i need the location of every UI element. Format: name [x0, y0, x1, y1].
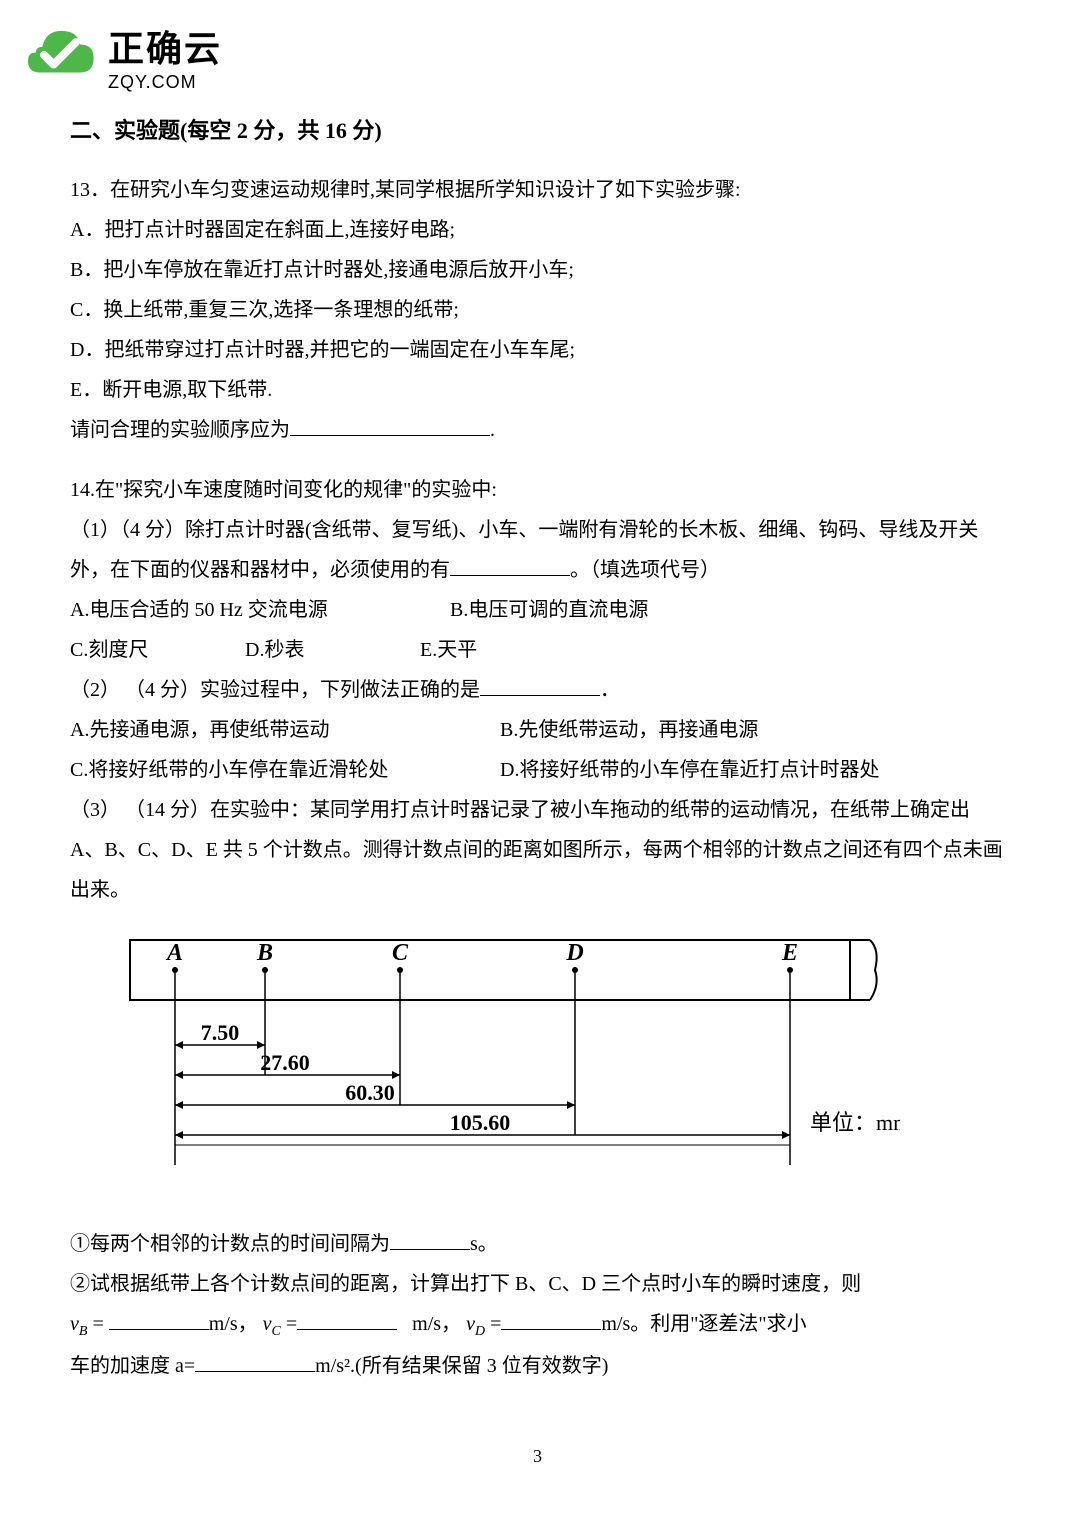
q14-p2-opt-a: A.先接通电源，再使纸带运动 — [70, 710, 500, 750]
section-title: 二、实验题(每空 2 分，共 16 分) — [70, 113, 1005, 145]
q14-p1-blank — [450, 556, 570, 576]
q13-ask: 请问合理的实验顺序应为. — [70, 410, 1005, 450]
q14-p2-opt-c: C.将接好纸带的小车停在靠近滑轮处 — [70, 750, 500, 790]
a-blank — [195, 1352, 315, 1372]
unit2: m/s， — [412, 1313, 461, 1335]
q14-p1-opts-row1: A.电压合适的 50 Hz 交流电源 B.电压可调的直流电源 — [70, 590, 1005, 630]
logo-check-icon — [20, 24, 100, 89]
logo-chinese: 正确云 — [108, 20, 222, 72]
q14-sub1-blank — [390, 1230, 470, 1250]
q13-step-c: C．换上纸带,重复三次,选择一条理想的纸带; — [70, 290, 1005, 330]
q14-p1-opts-row2: C.刻度尺 D.秒表 E.天平 — [70, 630, 1005, 670]
q13-step-a: A．把打点计时器固定在斜面上,连接好电路; — [70, 210, 1005, 250]
eq1: = — [87, 1313, 108, 1335]
q14-p1-opt-a: A.电压合适的 50 Hz 交流电源 — [70, 590, 450, 630]
logo-english: ZQY.COM — [108, 72, 222, 93]
svg-text:105.60: 105.60 — [450, 1110, 511, 1135]
q14-sub1-suffix: s。 — [470, 1233, 498, 1255]
tape-diagram: A B C D E 7.50 27.60 60.30 — [120, 930, 900, 1190]
q14-p1-opt-d: D.秒表 — [245, 630, 415, 670]
q14-p2-opts-row1: A.先接通电源，再使纸带运动 B.先使纸带运动，再接通电源 — [70, 710, 1005, 750]
q14-sub2-line2: vB = m/s， vC = m/s， vD =m/s。利用"逐差法"求小 — [70, 1304, 1005, 1346]
vd-sub: D — [475, 1324, 485, 1339]
q13-step-e: E．断开电源,取下纸带. — [70, 370, 1005, 410]
eq2: = — [281, 1313, 297, 1335]
question-14: 14.在"探究小车速度随时间变化的规律"的实验中: （1）（4 分）除打点计时器… — [70, 470, 1005, 1386]
svg-text:A: A — [165, 940, 183, 966]
page-number: 3 — [70, 1446, 1005, 1467]
q14-p2-opt-b: B.先使纸带运动，再接通电源 — [500, 710, 758, 750]
vd-blank — [501, 1310, 601, 1330]
unit1: m/s， — [209, 1313, 258, 1335]
svg-text:7.50: 7.50 — [201, 1020, 240, 1045]
q14-p1-suffix: 。（填选项代号） — [570, 559, 720, 581]
q13-intro: 13．在研究小车匀变速运动规律时,某同学根据所学知识设计了如下实验步骤: — [70, 170, 1005, 210]
svg-text:27.60: 27.60 — [260, 1050, 310, 1075]
q14-part2: （2） （4 分）实验过程中，下列做法正确的是 ． — [70, 670, 1005, 710]
unit3: m/s。利用"逐差法"求小 — [601, 1313, 806, 1335]
q13-blank — [290, 416, 490, 436]
vc-var: v — [263, 1313, 272, 1335]
q14-intro: 14.在"探究小车速度随时间变化的规律"的实验中: — [70, 470, 1005, 510]
q14-p2-opt-d: D.将接好纸带的小车停在靠近打点计时器处 — [500, 750, 879, 790]
vd-var: v — [466, 1313, 475, 1335]
q13-step-b: B．把小车停放在靠近打点计时器处,接通电源后放开小车; — [70, 250, 1005, 290]
q14-part3: （3） （14 分）在实验中：某同学用打点计时器记录了被小车拖动的纸带的运动情况… — [70, 790, 1005, 910]
logo: 正确云 ZQY.COM — [20, 20, 1005, 93]
q14-sub2-line1: ②试根据纸带上各个计数点间的距离，计算出打下 B、C、D 三个点时小车的瞬时速度… — [70, 1264, 1005, 1304]
q13-ask-text: 请问合理的实验顺序应为 — [70, 419, 290, 441]
tape-diagram-container: A B C D E 7.50 27.60 60.30 — [120, 930, 920, 1204]
q14-p1-opt-b: B.电压可调的直流电源 — [450, 590, 648, 630]
vc-blank — [297, 1310, 397, 1330]
svg-text:D: D — [565, 940, 583, 966]
question-13: 13．在研究小车匀变速运动规律时,某同学根据所学知识设计了如下实验步骤: A．把… — [70, 170, 1005, 450]
q14-p2-opts-row2: C.将接好纸带的小车停在靠近滑轮处 D.将接好纸带的小车停在靠近打点计时器处 — [70, 750, 1005, 790]
vc-sub: C — [272, 1324, 281, 1339]
svg-text:60.30: 60.30 — [345, 1080, 395, 1105]
q14-sub1-prefix: ①每两个相邻的计数点的时间间隔为 — [70, 1233, 390, 1255]
q14-sub2-line3: 车的加速度 a= m/s².(所有结果保留 3 位有效数字) — [70, 1346, 1005, 1386]
svg-text:E: E — [781, 940, 798, 966]
q14-p1-opt-c: C.刻度尺 — [70, 630, 240, 670]
q14-p2-blank — [480, 676, 600, 696]
svg-text:C: C — [392, 940, 409, 966]
line3-suffix: m/s².(所有结果保留 3 位有效数字) — [315, 1355, 608, 1377]
q13-ask-end: . — [490, 419, 495, 441]
q14-sub1: ①每两个相邻的计数点的时间间隔为 s。 — [70, 1224, 1005, 1264]
q14-p2-text: （2） （4 分）实验过程中，下列做法正确的是 — [70, 679, 480, 701]
q14-p1-opt-e: E.天平 — [420, 639, 477, 661]
vb-blank — [109, 1310, 209, 1330]
logo-text: 正确云 ZQY.COM — [108, 20, 222, 93]
vb-var: v — [70, 1313, 79, 1335]
q14-p2-suffix: ． — [600, 679, 620, 701]
svg-text:B: B — [256, 940, 273, 966]
q13-step-d: D．把纸带穿过打点计时器,并把它的一端固定在小车车尾; — [70, 330, 1005, 370]
svg-text:单位：mm: 单位：mm — [810, 1110, 900, 1135]
line3-prefix: 车的加速度 a= — [70, 1355, 195, 1377]
q14-part1: （1）（4 分）除打点计时器(含纸带、复写纸)、小车、一端附有滑轮的长木板、细绳… — [70, 510, 1005, 590]
eq3: = — [485, 1313, 501, 1335]
